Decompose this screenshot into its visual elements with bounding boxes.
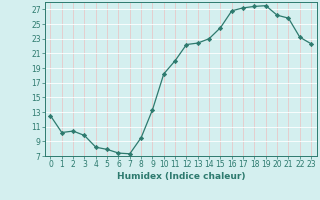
X-axis label: Humidex (Indice chaleur): Humidex (Indice chaleur) [116, 172, 245, 181]
